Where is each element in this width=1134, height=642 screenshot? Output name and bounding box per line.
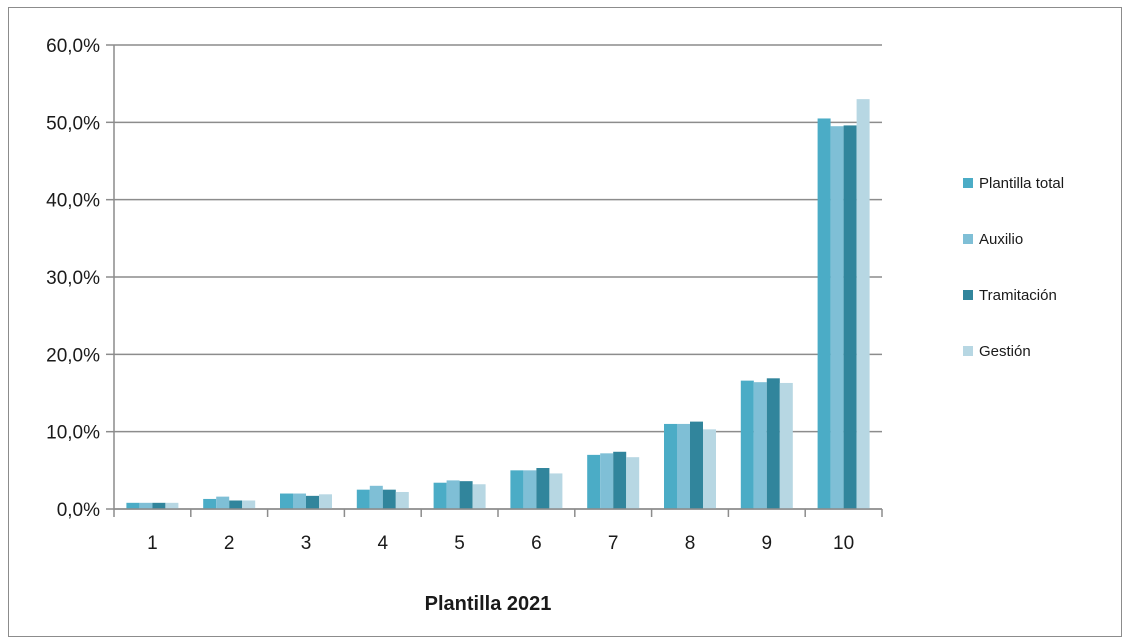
x-tick-label: 2 (224, 533, 235, 554)
bar-auxilio-6 (523, 470, 537, 509)
bar-tramitaci-n-10 (843, 125, 857, 509)
chart-area (8, 7, 1122, 637)
bar-auxilio-2 (216, 496, 230, 509)
x-tick-label: 3 (301, 533, 312, 554)
bar-gesti-n-4 (395, 491, 409, 509)
bar-plantilla-total-8 (664, 423, 677, 509)
bar-auxilio-9 (753, 382, 767, 509)
bar-gesti-n-8 (703, 429, 716, 509)
legend-swatch (963, 346, 973, 356)
x-axis-tick-labels: 1 2 3 4 5 6 7 8 9 10 (147, 533, 854, 554)
legend-label: Tramitación (979, 287, 1057, 304)
bar-tramitaci-n-2 (229, 500, 243, 509)
legend-swatch (963, 234, 973, 244)
legend: Plantilla total Auxilio Tramitación Gestión (963, 175, 1064, 360)
bar-tramitaci-n-6 (536, 468, 550, 509)
bar-tramitaci-n-7 (613, 451, 627, 509)
bar-auxilio-3 (293, 493, 306, 509)
x-tick-label: 6 (531, 533, 542, 554)
bar-plantilla-total-2 (203, 498, 217, 509)
y-axis-tick-labels: 0,0% 10,0% 20,0% 30,0% 40,0% 50,0% 60,0% (46, 36, 100, 521)
y-tick-label: 0,0% (57, 500, 100, 521)
y-tick-label: 20,0% (46, 345, 100, 366)
bar-gesti-n-6 (549, 473, 563, 509)
y-tick-label: 10,0% (46, 423, 100, 444)
bar-auxilio-7 (600, 453, 614, 509)
bar-auxilio-8 (677, 423, 690, 509)
bar-auxilio-4 (369, 485, 383, 509)
bar-plantilla-total-5 (433, 482, 447, 509)
legend-swatch (963, 178, 973, 188)
y-tick-label: 40,0% (46, 191, 100, 212)
bar-gesti-n-10 (856, 99, 870, 509)
bar-plantilla-total-6 (510, 470, 524, 509)
bar-tramitaci-n-5 (459, 481, 473, 509)
bar-plantilla-total-3 (280, 493, 293, 509)
y-tick-label: 50,0% (46, 113, 100, 134)
bar-tramitaci-n-4 (382, 489, 396, 509)
x-tick-label: 7 (608, 533, 619, 554)
legend-swatch (963, 290, 973, 300)
bar-auxilio-1 (139, 502, 153, 509)
x-tick-label: 9 (762, 533, 773, 554)
bar-tramitaci-n-9 (766, 378, 780, 509)
y-tick-label: 30,0% (46, 268, 100, 289)
bar-plantilla-total-10 (817, 118, 831, 509)
axes (113, 45, 883, 517)
legend-label: Auxilio (979, 231, 1023, 248)
bar-gesti-n-2 (242, 500, 256, 509)
bars (126, 99, 870, 509)
x-tick-label: 4 (378, 533, 389, 554)
x-tick-label: 1 (147, 533, 158, 554)
bar-plantilla-total-1 (126, 502, 140, 509)
bar-gesti-n-5 (472, 484, 486, 509)
x-tick-label: 10 (833, 533, 854, 554)
bar-tramitaci-n-8 (690, 421, 703, 509)
x-tick-label: 8 (685, 533, 696, 554)
legend-label: Plantilla total (979, 175, 1064, 192)
bar-gesti-n-3 (319, 494, 332, 509)
bar-auxilio-10 (830, 126, 844, 509)
x-axis-title: Plantilla 2021 (425, 593, 552, 615)
bar-gesti-n-1 (165, 502, 179, 509)
bar-tramitaci-n-3 (306, 495, 319, 509)
bar-auxilio-5 (446, 480, 460, 509)
bar-gesti-n-9 (779, 382, 793, 509)
bar-plantilla-total-7 (587, 454, 601, 509)
y-tick-label: 60,0% (46, 36, 100, 57)
bar-plantilla-total-9 (740, 380, 754, 509)
bar-plantilla-total-4 (356, 489, 370, 509)
x-tick-label: 5 (454, 533, 465, 554)
bar-gesti-n-7 (626, 457, 640, 509)
bar-tramitaci-n-1 (152, 502, 166, 509)
legend-label: Gestión (979, 343, 1031, 360)
